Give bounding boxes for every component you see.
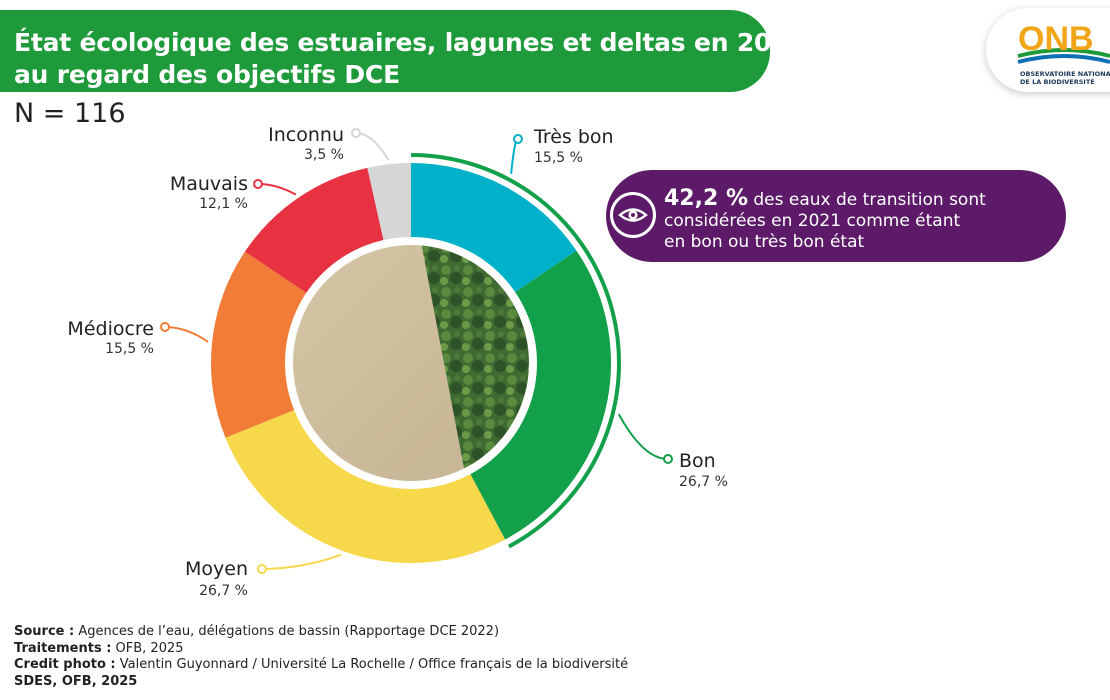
value-tres-bon: 15,5 %: [534, 150, 583, 166]
value-moyen: 26,7 %: [199, 583, 248, 599]
leader-moyen-dot: [257, 564, 267, 574]
callout-text-line-3: en bon ou très bon état: [664, 232, 865, 252]
value-inconnu: 3,5 %: [303, 147, 344, 163]
footer-source-label: Source :: [14, 624, 75, 639]
leader-bon: [617, 413, 669, 460]
leader-mauvais-dot: [253, 179, 263, 189]
footer-treatment: Traitements : OFB, 2025: [14, 641, 628, 658]
value-bon: 26,7 %: [679, 474, 728, 490]
highlight-callout: 42,2 % des eaux de transition sont consi…: [606, 170, 1066, 262]
logo-subtitle-line-2: DE LA BIODIVERSITÉ: [1020, 78, 1095, 86]
leader-inconnu: [355, 132, 390, 161]
photo-forest: [420, 241, 533, 485]
footer-treatment-text: OFB, 2025: [111, 640, 184, 656]
footer-publisher: SDES, OFB, 2025: [14, 673, 138, 689]
leader-mediocre-dot: [160, 322, 170, 332]
footer-source-text: Agences de l’eau, délégations de bassin …: [74, 624, 500, 639]
footer-treatment-label: Traitements :: [14, 640, 112, 656]
slice-moyen: [225, 407, 506, 563]
slice-mediocre: [210, 251, 312, 438]
highlight-arc: [410, 153, 621, 549]
photo-ring: [285, 237, 537, 489]
callout-text-line-2: considérées en 2021 comme étant: [664, 211, 961, 231]
footer-credit: Credit photo : Valentin Guyonnard / Univ…: [14, 657, 628, 674]
label-leaders: [160, 128, 673, 574]
footer-notes: Source : Agences de l’eau, délégations d…: [14, 624, 628, 690]
footer-credit-label: Credit photo :: [14, 657, 116, 672]
slice-tres-bon: [411, 163, 577, 296]
logo-letters: ONB: [1018, 20, 1094, 58]
center-photo: [289, 241, 533, 485]
footer-credit-text: Valentin Guyonnard / Université La Roche…: [115, 657, 629, 672]
footer-source: Source : Agences de l’eau, délégations d…: [14, 624, 628, 641]
title-banner: État écologique des estuaires, lagunes e…: [0, 10, 806, 92]
leader-tres-bon-dot: [513, 134, 523, 144]
onb-logo-wordmark: ONB: [1017, 20, 1110, 64]
callout-text: 42,2 % des eaux de transition sont consi…: [664, 188, 1054, 253]
donut-slices: [210, 163, 611, 563]
logo-subtitle: OBSERVATOIRE NATIONAL DE LA BIODIVERSITÉ: [1020, 70, 1110, 86]
eye-icon-glyph: [618, 208, 648, 222]
callout-highlight: 42,2 %: [664, 186, 748, 211]
leader-inconnu-dot: [351, 128, 361, 138]
slice-inconnu: [367, 163, 411, 246]
eye-icon: [610, 192, 656, 238]
value-mauvais: 12,1 %: [199, 196, 248, 212]
slice-mauvais: [244, 167, 385, 297]
label-mauvais: Mauvais: [169, 173, 248, 195]
label-inconnu: Inconnu: [268, 124, 344, 146]
chart-title-line-1: État écologique des estuaires, lagunes e…: [14, 28, 806, 57]
label-mediocre: Médiocre: [67, 318, 154, 340]
logo-subtitle-line-1: OBSERVATOIRE NATIONAL: [1020, 70, 1110, 78]
leader-mauvais: [257, 183, 297, 196]
chart-title-line-2: au regard des objectifs DCE: [14, 60, 400, 89]
callout-text-line-1: des eaux de transition sont: [747, 190, 986, 210]
slice-bon: [467, 250, 611, 540]
value-mediocre: 15,5 %: [105, 341, 154, 357]
label-tres-bon: Très bon: [534, 126, 614, 148]
label-moyen: Moyen: [185, 558, 248, 580]
leader-tres-bon: [510, 138, 519, 174]
leader-moyen: [261, 553, 342, 570]
onb-logo: ONB OBSERVATOIRE NATIONAL DE LA BIODIVER…: [986, 8, 1110, 92]
leader-mediocre: [164, 326, 209, 343]
leader-bon-dot: [663, 454, 673, 464]
label-bon: Bon: [679, 450, 716, 472]
sample-size: N = 116: [14, 98, 126, 129]
